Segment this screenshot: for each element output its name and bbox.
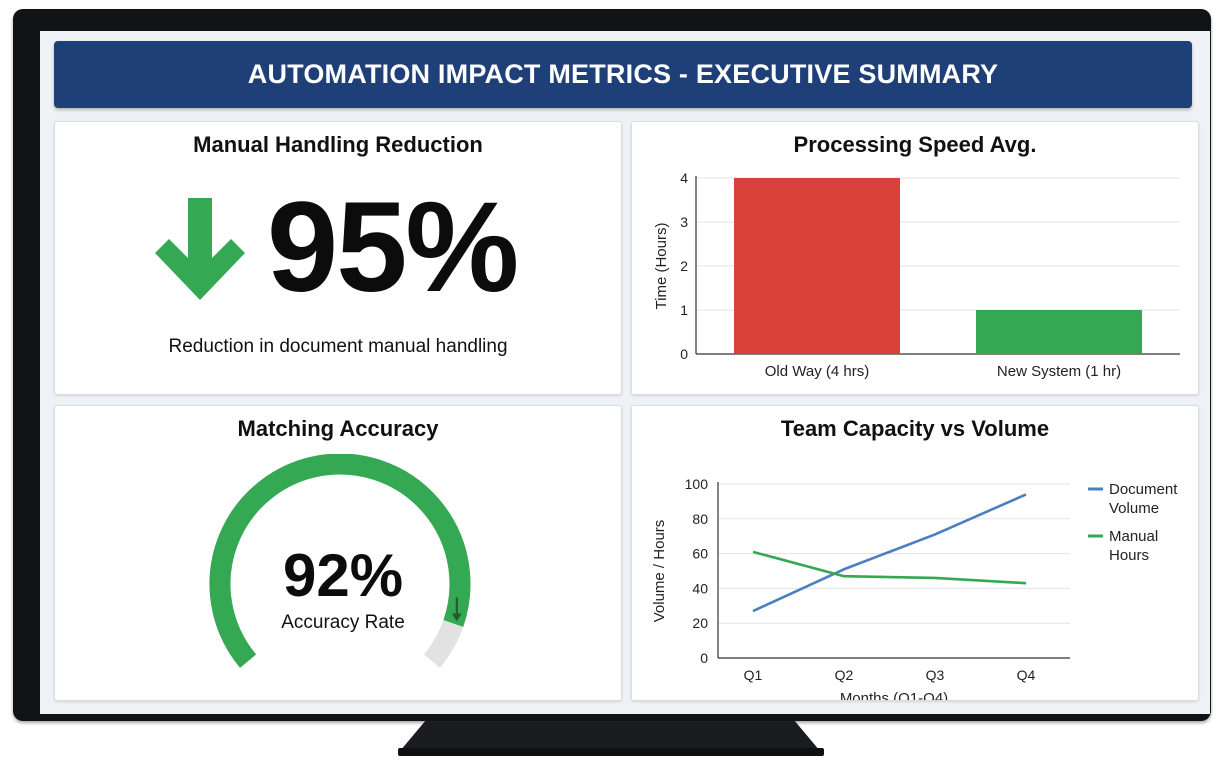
x-tick-label: Old Way (4 hrs) — [765, 363, 869, 380]
legend-label: Volume — [1109, 500, 1159, 517]
bar — [734, 178, 900, 354]
arrow-down-icon — [155, 198, 245, 300]
y-tick-label: 20 — [692, 615, 708, 631]
processing-speed-panel: Processing Speed Avg. 0 1 2 3 4 Old Way (4 hr… — [631, 121, 1199, 395]
reduction-caption: Reduction in document manual handling — [168, 336, 508, 357]
gauge-marker-arrow-icon — [451, 597, 462, 622]
accuracy-label: Accuracy Rate — [281, 612, 405, 633]
capacity-chart-title: Team Capacity vs Volume — [780, 416, 1050, 441]
x-tick-label: Q3 — [926, 667, 945, 683]
y-axis-label: Volume / Hours — [651, 520, 668, 623]
accuracy-panel: Matching Accuracy 92% Accuracy Rate — [54, 405, 622, 701]
series-line — [752, 493, 1027, 613]
y-axis-label: Time (Hours) — [653, 223, 670, 310]
x-tick-label: New System (1 hr) — [997, 363, 1121, 380]
capacity-chart: 0 20 40 60 80 100 Q1 Q2 Q3 Q4 Months (Q1-Q4) Volume… — [651, 476, 1178, 700]
x-axis-label: Months (Q1-Q4) — [840, 690, 948, 700]
reduction-title: Manual Handling Reduction — [193, 132, 483, 157]
y-tick-label: 1 — [680, 302, 688, 318]
monitor-stand-foot — [398, 748, 824, 756]
dashboard-screen: AUTOMATION IMPACT METRICS - EXECUTIVE SU… — [40, 31, 1210, 714]
y-tick-label: 0 — [700, 650, 708, 666]
dashboard-title: AUTOMATION IMPACT METRICS - EXECUTIVE SU… — [247, 59, 999, 89]
y-tick-label: 80 — [692, 511, 708, 527]
monitor-stand — [400, 721, 820, 751]
legend-label: Hours — [1109, 547, 1149, 564]
gauge-fill — [209, 454, 471, 668]
y-tick-label: 3 — [680, 214, 688, 230]
x-tick-label: Q1 — [744, 667, 763, 683]
y-tick-label: 4 — [680, 170, 688, 186]
monitor-frame: AUTOMATION IMPACT METRICS - EXECUTIVE SU… — [13, 9, 1211, 721]
y-tick-label: 40 — [692, 580, 708, 596]
accuracy-gauge — [209, 454, 471, 668]
speed-chart-title: Processing Speed Avg. — [793, 132, 1037, 157]
gauge-marker-head — [451, 613, 462, 622]
reduction-panel: Manual Handling Reduction 95% Reduction … — [54, 121, 622, 395]
y-tick-label: 2 — [680, 258, 688, 274]
legend-label: Document — [1109, 481, 1178, 498]
x-tick-label: Q4 — [1017, 667, 1036, 683]
processing-speed-chart: 0 1 2 3 4 Old Way (4 hrs) New System (1 hr) Tim… — [653, 170, 1180, 380]
y-tick-label: 0 — [680, 346, 688, 362]
accuracy-title: Matching Accuracy — [237, 416, 439, 441]
header-bar: AUTOMATION IMPACT METRICS - EXECUTIVE SU… — [54, 41, 1192, 108]
bar — [976, 310, 1142, 354]
capacity-panel: Team Capacity vs Volume 0 20 40 60 80 100 Q1 Q2… — [631, 405, 1199, 701]
reduction-value: 95% — [267, 176, 519, 319]
series-line — [752, 550, 1027, 585]
y-tick-label: 60 — [692, 546, 708, 562]
y-tick-label: 100 — [685, 476, 709, 492]
accuracy-value: 92% — [282, 542, 404, 609]
x-tick-label: Q2 — [835, 667, 854, 683]
legend-label: Manual — [1109, 528, 1158, 545]
